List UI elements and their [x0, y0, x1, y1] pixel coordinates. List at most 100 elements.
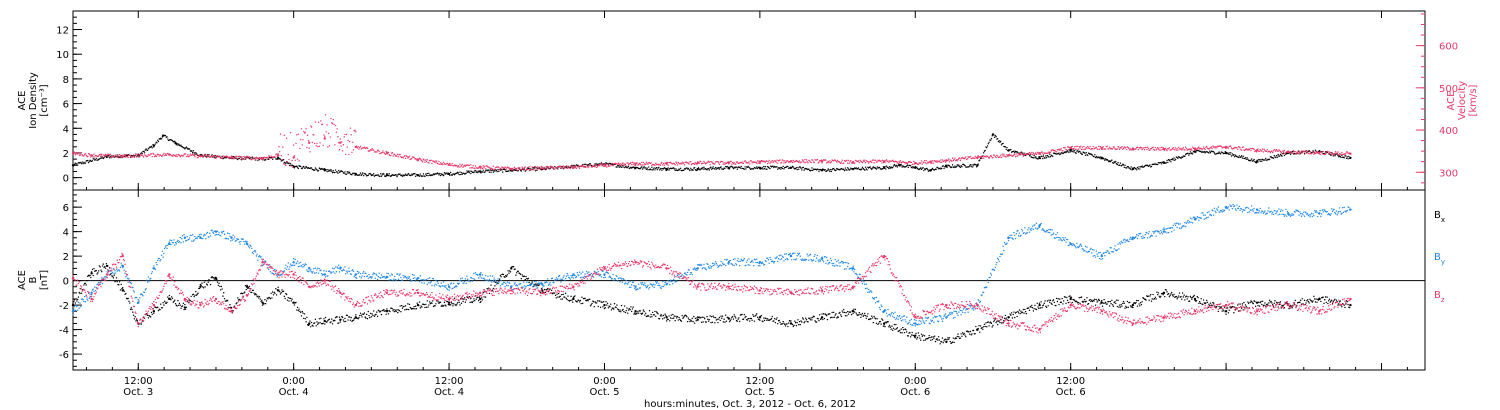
texture-point — [1045, 157, 1048, 159]
texture-point — [923, 339, 925, 342]
texture-point — [936, 161, 938, 164]
texture-point — [1136, 169, 1138, 171]
texture-point — [319, 322, 321, 324]
texture-point — [802, 318, 805, 320]
texture-point — [714, 316, 717, 319]
texture-point — [291, 159, 293, 162]
texture-point — [147, 317, 150, 319]
texture-point — [948, 337, 951, 339]
texture-point — [954, 157, 956, 159]
texture-point — [164, 134, 167, 137]
texture-point — [631, 161, 634, 164]
texture-point — [129, 155, 132, 157]
texture-point — [75, 152, 77, 154]
texture-point — [306, 146, 308, 149]
texture-point — [376, 311, 378, 313]
texture-point — [844, 167, 847, 169]
texture-point — [1081, 146, 1084, 148]
texture-point — [987, 321, 990, 323]
texture-point — [1146, 164, 1149, 167]
texture-point — [268, 155, 271, 157]
texture-point — [165, 154, 167, 157]
texture-point — [860, 316, 862, 319]
texture-point — [87, 155, 89, 158]
texture-point — [1032, 152, 1035, 154]
texture-point — [881, 159, 884, 162]
texture-point — [153, 155, 156, 158]
texture-point — [607, 307, 610, 309]
texture-point — [1154, 146, 1157, 149]
texture-point — [439, 163, 441, 166]
texture-point — [1271, 150, 1273, 153]
texture-point — [1249, 147, 1251, 150]
texture-point — [1268, 150, 1271, 153]
texture-point — [791, 323, 794, 326]
texture-point — [1034, 304, 1036, 307]
texture-point — [494, 170, 496, 172]
data-point — [245, 285, 249, 288]
texture-point — [982, 328, 984, 331]
texture-point — [303, 130, 305, 133]
texture-point — [612, 164, 614, 167]
texture-point — [249, 157, 251, 159]
texture-point — [407, 173, 410, 175]
texture-point — [888, 324, 891, 327]
texture-point — [883, 160, 885, 163]
texture-point — [938, 339, 941, 341]
texture-point — [399, 305, 401, 307]
texture-point — [1041, 155, 1043, 158]
texture-point — [319, 142, 321, 144]
texture-point — [338, 142, 340, 144]
texture-point — [1240, 156, 1242, 158]
texture-point — [729, 319, 732, 322]
texture-point — [476, 170, 478, 173]
texture-point — [84, 162, 87, 164]
texture-point — [670, 314, 672, 316]
texture-point — [118, 281, 121, 283]
texture-point — [145, 148, 147, 150]
texture-point — [971, 333, 973, 335]
texture-point — [1292, 150, 1295, 152]
texture-point — [1314, 149, 1317, 152]
texture-point — [797, 166, 799, 169]
texture-point — [1195, 151, 1197, 153]
texture-point — [488, 292, 491, 295]
texture-point — [146, 149, 149, 152]
texture-point — [690, 161, 692, 163]
texture-point — [745, 161, 747, 163]
texture-point — [785, 161, 787, 163]
texture-point — [1234, 154, 1237, 156]
texture-point — [623, 166, 626, 169]
texture-point — [382, 150, 384, 152]
texture-point — [464, 301, 467, 303]
texture-point — [1334, 151, 1337, 153]
texture-point — [916, 166, 918, 168]
texture-point — [343, 320, 345, 323]
texture-point — [1336, 152, 1338, 154]
texture-point — [802, 160, 805, 162]
texture-point — [320, 120, 322, 122]
texture-point — [303, 165, 305, 168]
texture-point — [392, 155, 394, 157]
texture-point — [1014, 155, 1017, 158]
texture-point — [550, 165, 552, 167]
texture-point — [1165, 162, 1167, 164]
panel-frames — [72, 10, 1426, 371]
texture-point — [892, 327, 895, 329]
texture-point — [94, 159, 97, 161]
texture-point — [756, 313, 758, 315]
texture-point — [1334, 152, 1336, 155]
texture-point — [254, 157, 256, 159]
texture-point — [643, 166, 645, 168]
texture-point — [594, 301, 596, 303]
texture-point — [268, 296, 271, 299]
texture-point — [101, 157, 103, 159]
texture-point — [1122, 148, 1124, 151]
texture-point — [1058, 148, 1060, 150]
texture-point — [1125, 146, 1127, 149]
texture-point — [1301, 152, 1303, 154]
texture-point — [939, 343, 941, 345]
texture-point — [702, 162, 704, 164]
texture-point — [887, 321, 889, 323]
texture-point — [634, 164, 637, 166]
